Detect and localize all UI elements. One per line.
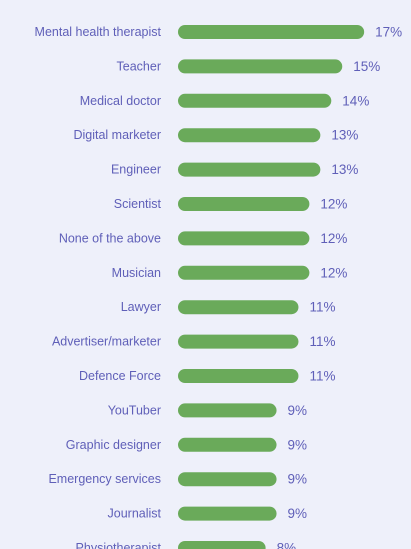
bar <box>178 197 310 211</box>
value-label: 12% <box>320 265 347 280</box>
category-label: None of the above <box>59 231 161 245</box>
value-label: 12% <box>320 197 347 212</box>
category-label: Defence Force <box>79 369 161 383</box>
value-label: 11% <box>309 334 335 349</box>
category-label: Musician <box>112 266 161 280</box>
bar <box>178 437 277 452</box>
value-label: 17% <box>375 25 402 40</box>
value-label: 9% <box>288 506 308 521</box>
bar <box>178 265 310 280</box>
bar <box>178 472 277 487</box>
category-label: Journalist <box>108 507 162 521</box>
bar <box>178 93 332 108</box>
value-label: 11% <box>309 369 335 384</box>
value-label: 14% <box>342 93 369 108</box>
bar <box>178 300 299 315</box>
bar <box>178 506 277 521</box>
value-label: 9% <box>288 472 308 487</box>
value-label: 9% <box>288 437 308 452</box>
bar <box>178 541 266 549</box>
category-label: Emergency services <box>48 472 161 486</box>
bar <box>178 334 299 349</box>
value-label: 13% <box>331 128 358 143</box>
bar <box>178 128 321 143</box>
category-label: Physiotherapist <box>76 541 162 549</box>
value-label: 12% <box>320 231 347 246</box>
value-label: 9% <box>288 403 308 418</box>
bar <box>178 162 321 177</box>
category-label: Graphic designer <box>66 438 161 452</box>
bar <box>178 231 310 246</box>
category-label: Digital marketer <box>73 128 161 142</box>
bar <box>178 369 299 383</box>
category-label: Scientist <box>114 197 162 211</box>
value-label: 8% <box>277 541 297 549</box>
category-label: Medical doctor <box>80 94 161 108</box>
category-label: Mental health therapist <box>35 25 162 39</box>
category-label: YouTuber <box>108 403 161 417</box>
category-label: Engineer <box>111 163 161 177</box>
bar <box>178 59 343 74</box>
category-label: Lawyer <box>121 300 161 314</box>
value-label: 13% <box>331 162 358 177</box>
value-label: 15% <box>353 59 380 74</box>
bar <box>178 403 277 418</box>
value-label: 11% <box>309 300 335 315</box>
bar <box>178 25 365 39</box>
category-label: Advertiser/marketer <box>52 335 161 349</box>
category-label: Teacher <box>117 59 161 73</box>
